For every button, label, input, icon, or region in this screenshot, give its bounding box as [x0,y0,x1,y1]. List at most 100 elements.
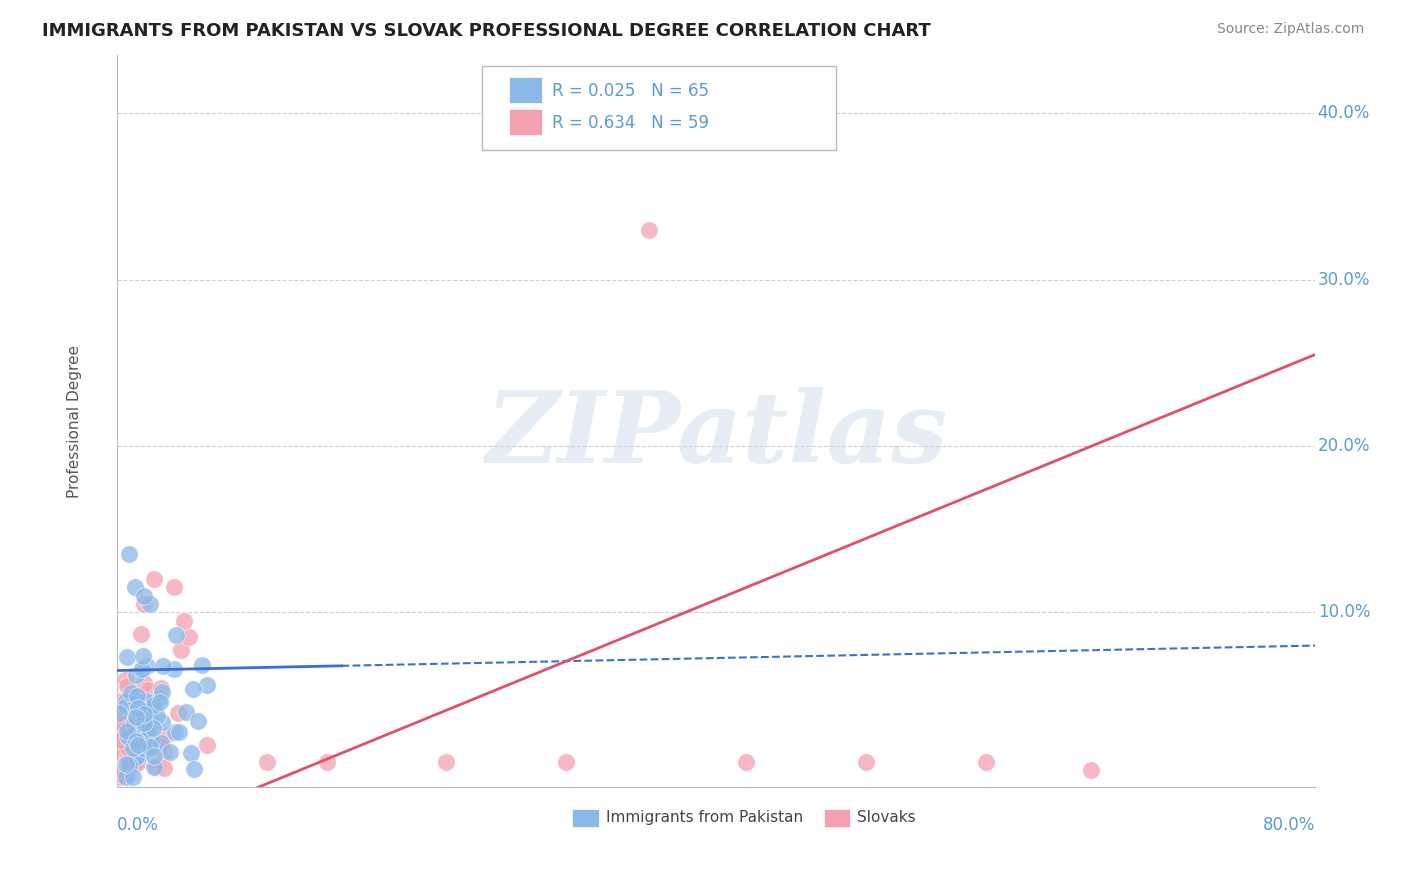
Point [131,741,153,756]
Point [125,690,148,704]
Point [135,659,157,673]
Point [108,706,131,720]
Point [153,745,176,759]
Point [143,698,166,713]
Bar [509,77,543,103]
Point [170,643,193,657]
Point [150,684,173,698]
Point [125,710,148,724]
Text: 10.0%: 10.0% [1317,603,1369,622]
Point [141,696,163,710]
FancyBboxPatch shape [482,66,837,150]
Point [115,694,138,708]
Point [114,770,136,784]
Point [142,721,165,735]
Text: IMMIGRANTS FROM PAKISTAN VS SLOVAK PROFESSIONAL DEGREE CORRELATION CHART: IMMIGRANTS FROM PAKISTAN VS SLOVAK PROFE… [42,22,931,40]
Point [165,628,187,642]
Point [132,589,155,603]
Point [165,724,187,739]
Point [122,690,145,705]
Point [124,749,146,764]
Point [114,756,136,771]
Point [118,547,141,561]
Text: Professional Degree: Professional Degree [67,344,83,498]
Point [139,734,162,748]
Point [117,747,139,762]
Point [139,729,162,743]
Point [114,718,136,732]
Text: ZIPatlas: ZIPatlas [485,387,948,484]
Point [111,746,134,760]
Point [117,741,139,756]
Point [167,724,190,739]
Point [159,745,181,759]
Point [135,694,157,708]
Text: Source: ZipAtlas.com: Source: ZipAtlas.com [1216,22,1364,37]
Point [115,724,138,739]
Point [152,659,174,673]
Text: 20.0%: 20.0% [1317,437,1369,455]
Point [174,706,197,720]
Point [153,761,176,775]
Bar [509,109,543,135]
Point [115,650,138,665]
Point [117,679,139,693]
Point [163,580,186,594]
Point [155,728,177,742]
Point [138,723,160,737]
Point [150,736,173,750]
Bar [572,809,599,827]
Point [145,759,167,773]
Point [183,762,205,776]
Text: 80.0%: 80.0% [1263,816,1315,834]
Point [150,715,173,730]
Point [135,733,157,747]
Text: R = 0.634   N = 59: R = 0.634 N = 59 [553,114,709,133]
Point [121,770,143,784]
Text: 30.0%: 30.0% [1317,270,1369,289]
Point [122,690,145,704]
Point [118,752,141,766]
Point [143,700,166,714]
Point [112,729,135,743]
Point [177,630,200,644]
Point [138,721,160,735]
Point [132,676,155,690]
Point [120,685,142,699]
Point [127,756,149,770]
Point [118,757,141,772]
Point [131,662,153,676]
Point [163,662,186,676]
Point [146,709,169,723]
Point [132,736,155,750]
Point [122,740,145,755]
Text: R = 0.025   N = 65: R = 0.025 N = 65 [553,82,709,100]
Point [127,701,149,715]
Point [134,706,156,721]
Point [124,733,146,747]
Point [129,747,152,762]
Point [115,698,138,713]
Point [124,580,146,594]
Point [117,767,139,781]
Point [143,760,166,774]
Point [125,667,148,681]
Point [136,683,159,698]
Bar [824,809,851,827]
Point [112,723,135,737]
Point [107,767,129,781]
Point [1080,764,1102,778]
Point [122,717,145,731]
Point [124,756,146,771]
Point [124,746,146,760]
Point [150,739,173,754]
Point [107,770,129,784]
Point [110,714,132,729]
Point [167,706,190,721]
Point [173,614,195,628]
Point [131,627,153,641]
Point [118,758,141,772]
Point [637,223,659,237]
Point [128,739,150,753]
Point [149,691,172,706]
